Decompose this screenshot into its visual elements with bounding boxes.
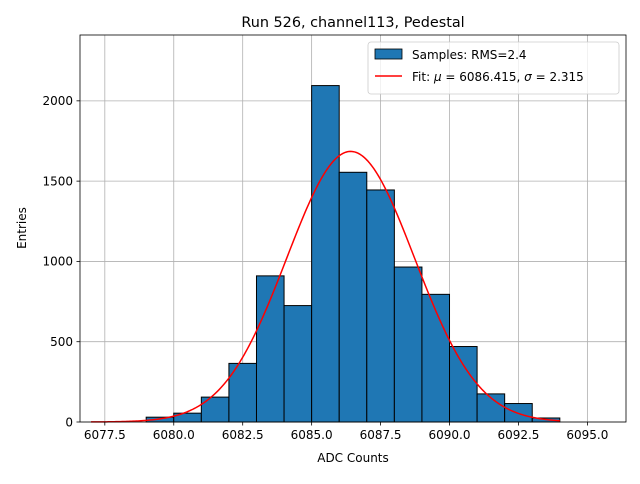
histogram-bar: [393, 266, 423, 423]
legend-box: [367, 41, 620, 95]
histogram-bar: [421, 293, 451, 423]
x-tick-label: 6090.0: [429, 428, 471, 442]
histogram-bar: [449, 346, 478, 423]
histogram-bar: [228, 362, 257, 423]
x-axis-ticks: 6077.5 6080.0 6082.5 6085.0 6087.5 6090.0 6092…: [84, 422, 608, 442]
legend-histogram-label: Samples: RMS=2.4: [412, 48, 527, 62]
x-tick-label: 6085.0: [291, 428, 333, 442]
x-tick-label: 6082.5: [222, 428, 264, 442]
y-tick-label: 0: [65, 415, 73, 429]
histogram-bars: [145, 85, 561, 423]
y-axis-ticks: 0 500 1000 1500 2000: [42, 94, 80, 429]
x-axis-label: ADC Counts: [317, 451, 389, 465]
chart-title: Run 526, channel113, Pedestal: [241, 15, 464, 31]
histogram-bar: [311, 85, 340, 423]
y-tick-label: 500: [50, 335, 73, 349]
legend-histogram-swatch: [374, 48, 403, 60]
x-tick-label: 6095.0: [566, 428, 608, 442]
axes-frame: [79, 34, 627, 423]
histogram-bar: [338, 171, 368, 423]
y-axis-label: Entries: [15, 207, 29, 249]
y-tick-label: 2000: [42, 94, 73, 108]
x-tick-label: 6080.0: [153, 428, 195, 442]
y-tick-label: 1500: [42, 174, 73, 188]
legend: Samples: RMS=2.4 Fit: μ = 6086.415, σ = …: [367, 41, 620, 95]
x-tick-label: 6092.5: [497, 428, 539, 442]
y-tick-label: 1000: [42, 255, 73, 269]
histogram-bar: [366, 189, 395, 423]
x-tick-label: 6077.5: [84, 428, 126, 442]
histogram-bar: [283, 305, 313, 423]
legend-fit-label: Fit: μ = 6086.415, σ = 2.315: [412, 70, 584, 84]
x-tick-label: 6087.5: [360, 428, 402, 442]
fit-curve: [91, 150, 560, 423]
